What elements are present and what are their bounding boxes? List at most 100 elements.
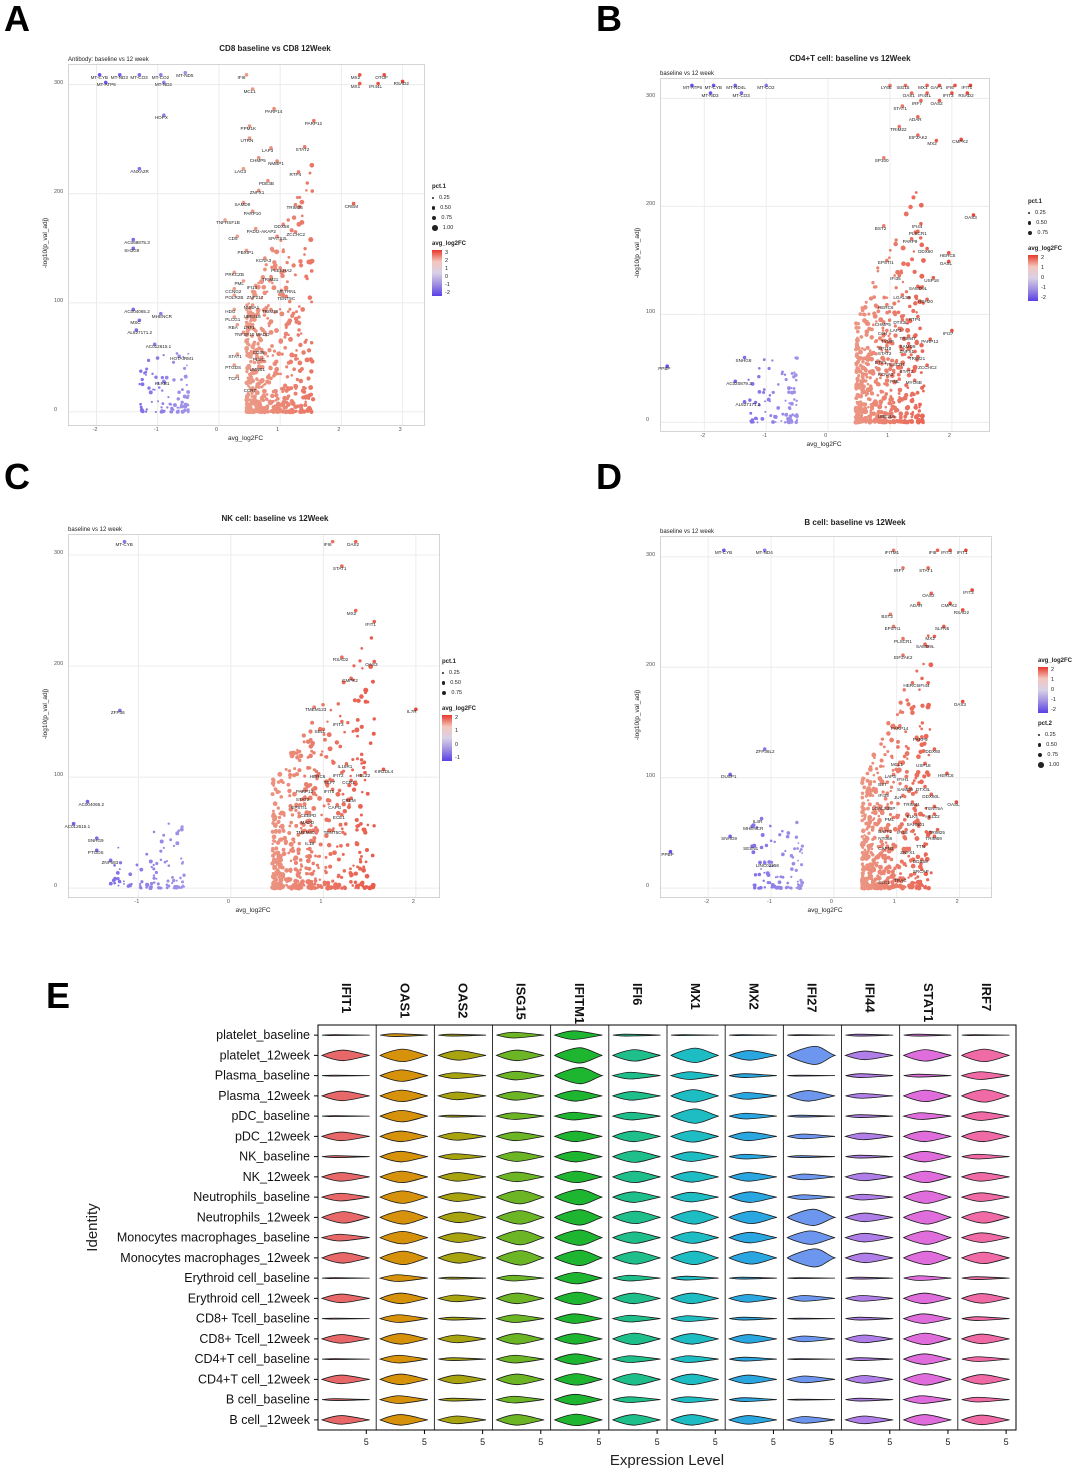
scatter-point: [857, 326, 861, 330]
scatter-point: [874, 352, 878, 356]
scatter-point: [888, 363, 894, 368]
scatter-point: [865, 375, 869, 379]
scatter-point: [884, 849, 887, 852]
scatter-point: [304, 357, 310, 363]
scatter-point: [879, 844, 884, 849]
scatter-point: [901, 261, 906, 267]
scatter-point: [299, 885, 304, 890]
color-legend-value: 1: [1041, 265, 1045, 271]
gene-point: [330, 828, 335, 833]
scatter-point: [290, 752, 295, 757]
scatter-point: [878, 345, 882, 350]
gene-point: [250, 386, 255, 390]
scatter-point: [917, 409, 922, 413]
scatter-point: [287, 788, 292, 794]
scatter-point: [349, 880, 353, 884]
gene-point: [183, 70, 188, 75]
gene-point: [232, 270, 237, 275]
scatter-point: [164, 375, 169, 380]
scatter-point: [919, 371, 923, 374]
gene-point: [885, 349, 889, 353]
scatter-point: [351, 884, 355, 887]
scatter-point: [900, 360, 906, 366]
scatter-point: [283, 383, 288, 388]
scatter-point: [860, 374, 865, 379]
scatter-point: [308, 729, 313, 734]
scatter-point: [784, 886, 788, 890]
scatter-point: [890, 373, 895, 379]
gene-label: IFI44: [919, 682, 930, 688]
scatter-point: [867, 326, 872, 331]
scatter-point: [276, 806, 281, 810]
gene-label: OAS2: [930, 100, 943, 106]
violin-shape: [496, 1274, 545, 1282]
scatter-point: [879, 362, 884, 366]
gene-label: OAS3: [365, 661, 378, 667]
gene-label: B2T: [878, 782, 887, 788]
scatter-point: [288, 794, 292, 798]
scatter-point: [911, 308, 916, 314]
scatter-point: [274, 398, 278, 402]
scatter-point: [180, 404, 184, 409]
scatter-point: [157, 381, 160, 385]
scatter-point: [794, 420, 799, 425]
violin-shape: [670, 1108, 719, 1124]
gene-point: [250, 209, 255, 213]
gene-label: BST2: [881, 614, 893, 620]
scatter-point: [303, 246, 307, 251]
gene-label: ANXA2R: [130, 168, 149, 174]
violin-shape: [495, 1250, 545, 1266]
scatter-point: [360, 646, 364, 650]
gene-label: OAS2: [922, 593, 935, 599]
scatter-point: [860, 856, 865, 862]
scatter-point: [244, 323, 249, 328]
identity-label: CD8+ Tcell_12week: [199, 1332, 310, 1346]
scatter-point: [167, 864, 171, 867]
scatter-point: [359, 752, 364, 757]
scatter-point: [899, 314, 905, 319]
scatter-point: [871, 786, 876, 791]
gene-point: [897, 124, 902, 129]
scatter-point: [279, 372, 282, 376]
violin-shape: [321, 1115, 370, 1118]
y-tick-label: 0: [54, 406, 58, 413]
gene-label: PTGDS: [87, 850, 104, 856]
gene-point: [250, 303, 255, 307]
scatter-point: [910, 391, 915, 396]
scatter-point: [873, 861, 877, 865]
color-legend-title: avg_log2FC: [442, 706, 477, 712]
scatter-point: [175, 409, 180, 414]
gene-label: CAPG: [328, 804, 342, 810]
gene-point: [372, 619, 377, 624]
gene-label: PARP9: [912, 736, 928, 742]
color-legend-value: 0: [445, 274, 449, 280]
scatter-point: [885, 296, 889, 299]
scatter-point: [358, 857, 362, 861]
scatter-point: [924, 830, 929, 834]
scatter-point: [923, 885, 927, 890]
gene-point: [762, 747, 767, 751]
scatter-point: [364, 873, 370, 879]
gene-label: RBA: [228, 324, 238, 330]
scatter-point: [919, 273, 925, 279]
gene-label: CREM: [342, 798, 356, 804]
violin-shape: [320, 1233, 370, 1242]
violin-shape: [495, 1210, 545, 1225]
gene-label: IFI44L: [369, 83, 383, 89]
scatter-point: [263, 382, 267, 386]
scatter-point: [150, 865, 153, 869]
scatter-point: [249, 349, 253, 353]
scatter-point: [919, 242, 925, 248]
scatter-point: [320, 813, 323, 817]
violin-shape: [437, 1211, 487, 1224]
gene-point: [971, 213, 976, 217]
scatter-point: [879, 764, 883, 769]
violin-shape: [961, 1316, 1010, 1321]
gene-point: [131, 237, 136, 242]
scatter-point: [170, 403, 173, 406]
gene-point: [885, 834, 890, 839]
scatter-point: [887, 309, 892, 314]
color-legend-value: 2: [1051, 667, 1055, 673]
size-legend-dot: [442, 672, 444, 674]
scatter-point: [868, 822, 871, 826]
